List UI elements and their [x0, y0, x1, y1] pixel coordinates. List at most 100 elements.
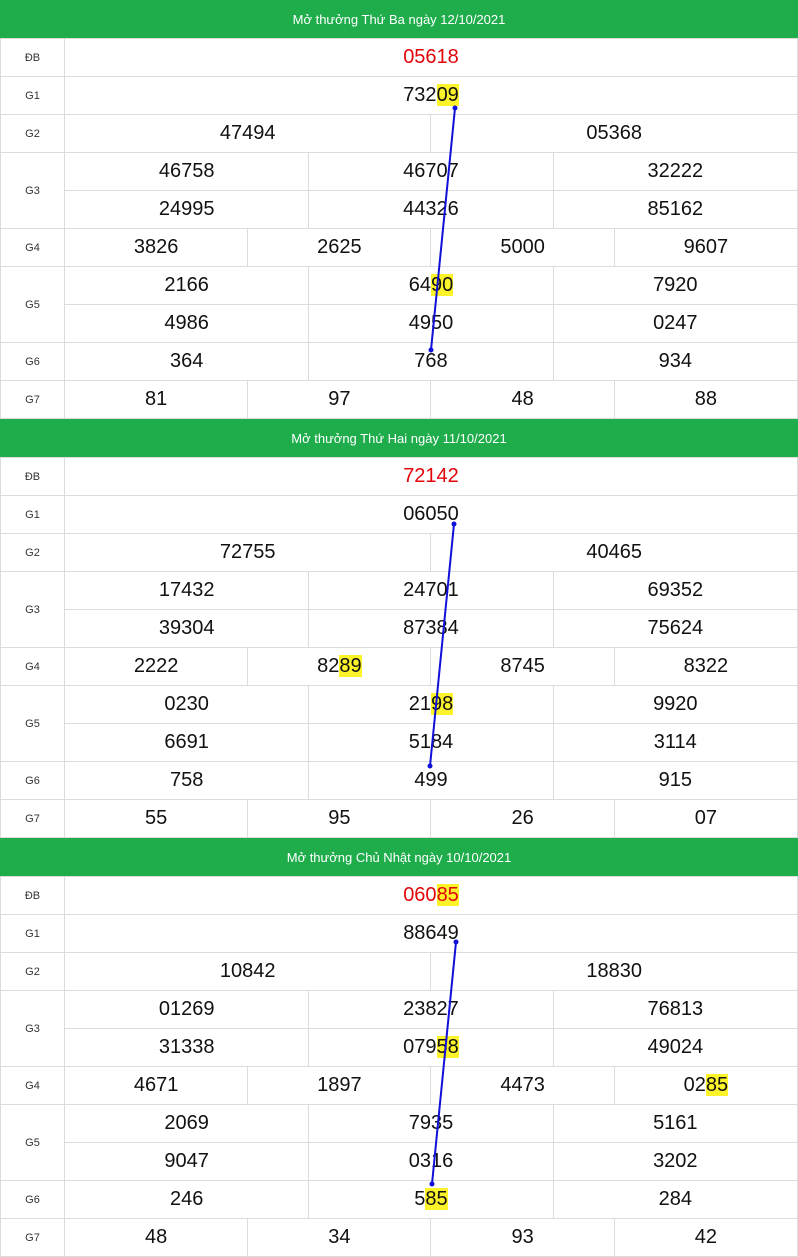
- prize-number: 284: [552, 1180, 798, 1219]
- prize-number: 49024: [552, 1028, 798, 1067]
- row-g6: G6 246 585 284: [0, 1180, 798, 1219]
- prize-number: 4671: [63, 1066, 249, 1105]
- prize-number: 7920: [552, 266, 798, 305]
- row-g3: G3 01269 23827 76813: [0, 990, 798, 1067]
- prize-number: 18830: [430, 952, 798, 991]
- prize-number: 915: [552, 761, 798, 800]
- prize-label: G3: [0, 990, 65, 1067]
- row-g7: G7 81 97 48 88: [0, 380, 798, 419]
- prize-number: 6691: [63, 723, 310, 762]
- row-g5: G5 2069 7935 5161: [0, 1104, 798, 1181]
- prize-label: G5: [0, 685, 65, 762]
- prize-number: 10842: [63, 952, 432, 991]
- row-g4: G4 4671 1897 4473 0285: [0, 1066, 798, 1105]
- prize-number: 06085: [64, 876, 798, 915]
- prize-number: 88: [613, 380, 798, 419]
- prize-label: G5: [0, 266, 65, 343]
- prize-number: 97: [247, 380, 432, 419]
- prize-number: 46758: [63, 152, 310, 191]
- draw-header: Mở thưởng Thứ Ba ngày 12/10/2021: [0, 0, 798, 38]
- row-g1: G1 73209: [0, 76, 798, 115]
- prize-number: 93: [430, 1218, 615, 1257]
- prize-number: 9047: [63, 1142, 310, 1181]
- prize-number: 69352: [552, 571, 798, 610]
- prize-label: ĐB: [0, 38, 65, 77]
- row-g3: 24995 44326 85162: [1, 190, 798, 229]
- prize-label: G1: [0, 495, 65, 534]
- prize-label: G3: [0, 152, 65, 229]
- prize-number: 39304: [63, 609, 310, 648]
- prize-number: 34: [247, 1218, 432, 1257]
- prize-number: 3826: [63, 228, 249, 267]
- row-g7: G7 48 34 93 42: [0, 1218, 798, 1257]
- prize-number: 3114: [552, 723, 798, 762]
- prize-label: G3: [0, 571, 65, 648]
- prize-number: 31338: [63, 1028, 310, 1067]
- row-g7: G7 55 95 26 07: [0, 799, 798, 838]
- prize-number: 85162: [552, 190, 798, 229]
- prize-number: 758: [63, 761, 310, 800]
- prize-number: 32222: [552, 152, 798, 191]
- row-g2: G2 47494 05368: [0, 114, 798, 153]
- prize-label: G5: [0, 1104, 65, 1181]
- draw-header: Mở thưởng Chủ Nhật ngày 10/10/2021: [0, 838, 798, 876]
- results-table: ĐB 06085 G1 88649 G2 10842 18830 G3 0126…: [0, 876, 798, 1257]
- prize-label: G6: [0, 342, 65, 381]
- prize-number: 24701: [308, 571, 554, 610]
- prize-label: G2: [0, 114, 65, 153]
- prize-number: 87384: [308, 609, 554, 648]
- row-g5: 6691 5184 3114: [1, 723, 798, 762]
- draw-block: Mở thưởng Chủ Nhật ngày 10/10/2021 ĐB 06…: [0, 838, 798, 1257]
- row-db: ĐB 06085: [0, 876, 798, 915]
- prize-label: G6: [0, 1180, 65, 1219]
- row-g2: G2 72755 40465: [0, 533, 798, 572]
- prize-number: 05368: [430, 114, 798, 153]
- prize-number: 0316: [308, 1142, 554, 1181]
- prize-number: 8322: [613, 647, 798, 686]
- prize-number: 5184: [308, 723, 554, 762]
- prize-number: 48: [63, 1218, 249, 1257]
- prize-number: 26: [430, 799, 615, 838]
- prize-number: 8745: [430, 647, 615, 686]
- prize-label: G4: [0, 1066, 65, 1105]
- prize-label: G4: [0, 228, 65, 267]
- row-g3: 39304 87384 75624: [1, 609, 798, 648]
- prize-number: 9607: [613, 228, 798, 267]
- prize-number: 46707: [308, 152, 554, 191]
- prize-number: 81: [63, 380, 249, 419]
- row-g3: 31338 07958 49024: [1, 1028, 798, 1067]
- prize-number: 1897: [247, 1066, 432, 1105]
- prize-number: 55: [63, 799, 249, 838]
- prize-number: 48: [430, 380, 615, 419]
- row-g3: G3 46758 46707 32222: [0, 152, 798, 229]
- prize-number: 76813: [552, 990, 798, 1029]
- row-db: ĐB 72142: [0, 457, 798, 496]
- row-db: ĐB 05618: [0, 38, 798, 77]
- prize-number: 17432: [63, 571, 310, 610]
- prize-number: 72142: [64, 457, 798, 496]
- row-g5: G5 2166 6490 7920: [0, 266, 798, 343]
- row-g6: G6 364 768 934: [0, 342, 798, 381]
- prize-number: 88649: [64, 914, 798, 953]
- prize-number: 0230: [63, 685, 310, 724]
- prize-number: 7935: [308, 1104, 554, 1143]
- prize-label: ĐB: [0, 457, 65, 496]
- prize-label: G1: [0, 76, 65, 115]
- prize-number: 8289: [247, 647, 432, 686]
- prize-number: 42: [613, 1218, 798, 1257]
- prize-number: 246: [63, 1180, 310, 1219]
- prize-number: 73209: [64, 76, 798, 115]
- prize-number: 2166: [63, 266, 310, 305]
- row-g1: G1 88649: [0, 914, 798, 953]
- prize-number: 05618: [64, 38, 798, 77]
- draw-block: Mở thưởng Thứ Ba ngày 12/10/2021 ĐB 0561…: [0, 0, 798, 419]
- prize-number: 5000: [430, 228, 615, 267]
- row-g4: G4 3826 2625 5000 9607: [0, 228, 798, 267]
- row-g6: G6 758 499 915: [0, 761, 798, 800]
- prize-number: 5161: [552, 1104, 798, 1143]
- prize-label: ĐB: [0, 876, 65, 915]
- prize-number: 0285: [613, 1066, 798, 1105]
- prize-number: 72755: [63, 533, 432, 572]
- prize-number: 585: [308, 1180, 554, 1219]
